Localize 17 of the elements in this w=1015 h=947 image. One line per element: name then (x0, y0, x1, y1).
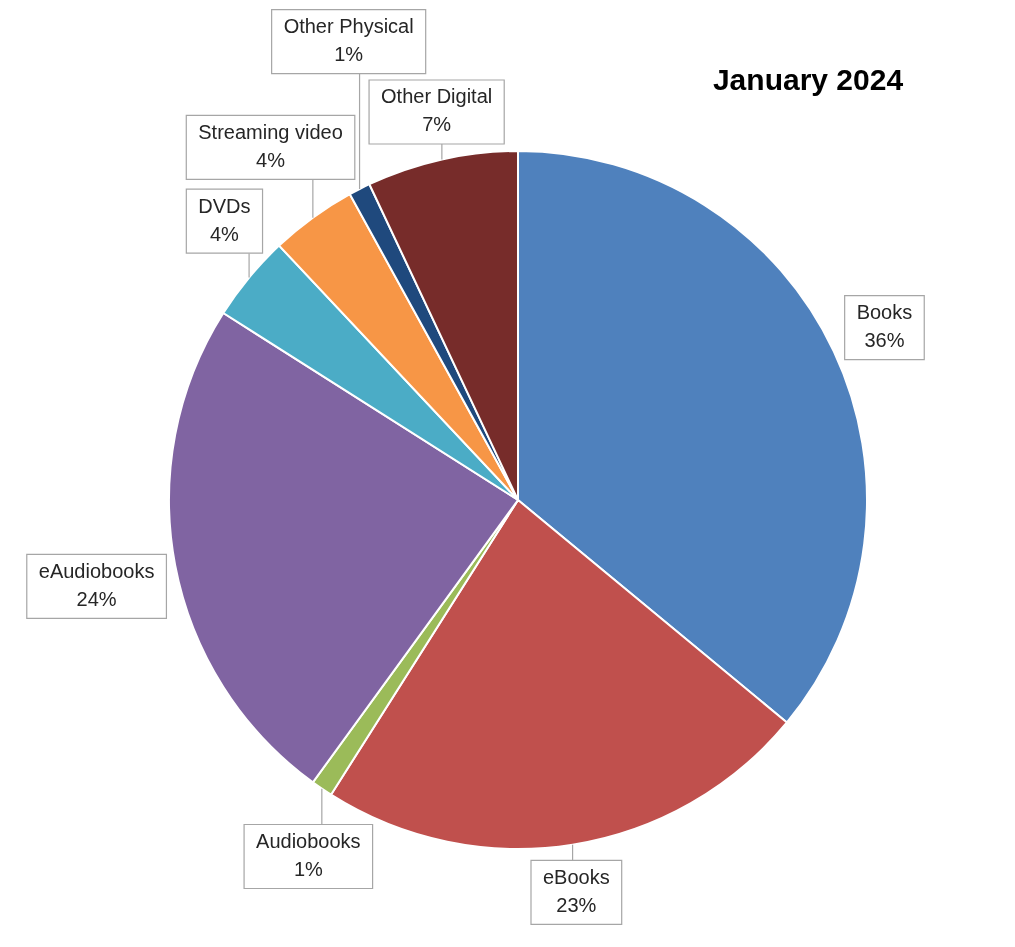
data-label: 7% (422, 113, 452, 136)
data-label: 24% (76, 587, 117, 610)
slice-label: DVDs (198, 194, 251, 217)
slice-label: Books (856, 301, 913, 324)
slice-label: Audiobooks (256, 830, 361, 853)
data-label: 23% (556, 893, 597, 916)
data-label: 1% (334, 43, 364, 66)
data-label: 4% (256, 148, 286, 171)
text: January 2024 (712, 63, 904, 97)
slice-label: Other Physical (283, 15, 414, 38)
data-label: 4% (209, 222, 240, 245)
slice-label: eBooks (542, 865, 610, 888)
data-label: 1% (293, 858, 324, 881)
slice-label: Other Digital (381, 85, 493, 108)
slice-label: eAudiobooks (38, 559, 155, 582)
slice-label: Streaming video (198, 120, 343, 143)
data-label: 36% (864, 329, 905, 352)
